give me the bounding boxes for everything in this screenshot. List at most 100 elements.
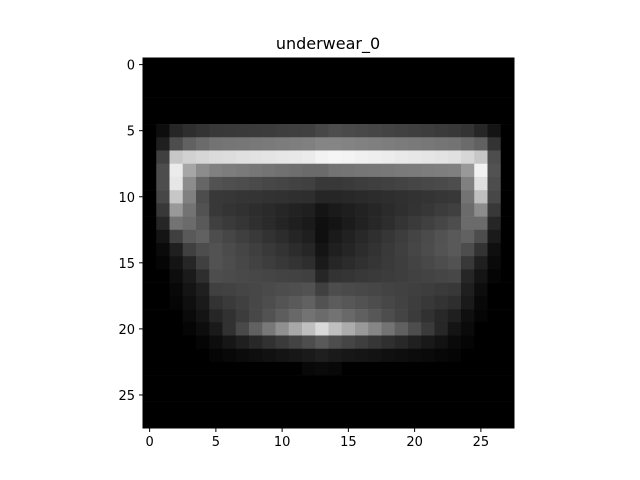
heatmap-cell [289, 309, 303, 323]
heatmap-cell [196, 71, 210, 85]
heatmap-cell [262, 84, 276, 98]
heatmap-cell [501, 177, 515, 191]
heatmap-cell [408, 111, 422, 125]
heatmap-cell [329, 296, 343, 310]
heatmap-cell [329, 283, 343, 297]
heatmap-cell [382, 269, 396, 283]
heatmap-cell [249, 217, 263, 231]
heatmap-cell [170, 124, 184, 138]
heatmap-cell [435, 124, 449, 138]
heatmap-cell [488, 388, 502, 402]
heatmap-cell [355, 375, 369, 389]
heatmap-cell [501, 309, 515, 323]
x-tick-label: 15 [340, 435, 357, 450]
heatmap-cell [461, 164, 475, 178]
heatmap-cell [289, 269, 303, 283]
heatmap-cell [170, 388, 184, 402]
heatmap-cell [435, 203, 449, 217]
heatmap-cell [209, 84, 223, 98]
heatmap-cell [223, 349, 237, 363]
heatmap-cell [501, 137, 515, 151]
heatmap-cell [276, 84, 290, 98]
heatmap-cell [209, 58, 223, 72]
heatmap-cell [249, 164, 263, 178]
heatmap-cell [435, 322, 449, 336]
heatmap-cell [276, 137, 290, 151]
heatmap-cell [474, 349, 488, 363]
heatmap-cell [488, 111, 502, 125]
heatmap-cell [289, 164, 303, 178]
heatmap-cell [435, 137, 449, 151]
heatmap-cell [461, 388, 475, 402]
heatmap-cell [289, 349, 303, 363]
heatmap-cell [382, 243, 396, 257]
heatmap-cell [382, 190, 396, 204]
heatmap-cell [488, 98, 502, 112]
heatmap-cell [156, 111, 170, 125]
heatmap-cell [183, 283, 197, 297]
heatmap-cell [461, 269, 475, 283]
heatmap-cell [315, 375, 329, 389]
heatmap-cell [315, 336, 329, 350]
heatmap-cell [461, 230, 475, 244]
heatmap-cell [329, 177, 343, 191]
heatmap-cell [461, 243, 475, 257]
heatmap-cell [368, 283, 382, 297]
heatmap-cell [196, 283, 210, 297]
heatmap-cell [461, 256, 475, 270]
heatmap-cell [223, 256, 237, 270]
heatmap-cell [474, 402, 488, 416]
heatmap-cell [302, 98, 316, 112]
heatmap-cell [368, 375, 382, 389]
heatmap-cell [236, 177, 250, 191]
heatmap-cell [488, 203, 502, 217]
heatmap-cell [143, 137, 157, 151]
heatmap-cell [395, 98, 409, 112]
heatmap-cell [368, 190, 382, 204]
heatmap-cell [474, 269, 488, 283]
heatmap-cell [302, 164, 316, 178]
heatmap-cell [501, 243, 515, 257]
heatmap-cell [262, 217, 276, 231]
heatmap-cell [143, 322, 157, 336]
heatmap-cell [170, 256, 184, 270]
heatmap-cell [302, 415, 316, 429]
heatmap-cell [421, 217, 435, 231]
heatmap-cell [421, 137, 435, 151]
heatmap-cell [421, 296, 435, 310]
heatmap-cell [315, 111, 329, 125]
heatmap-cell [382, 217, 396, 231]
heatmap-cell [329, 269, 343, 283]
heatmap-cell [342, 124, 356, 138]
heatmap-cell [421, 388, 435, 402]
heatmap-cell [488, 137, 502, 151]
heatmap-cell [435, 283, 449, 297]
heatmap-cell [461, 190, 475, 204]
heatmap-cell [302, 336, 316, 350]
heatmap-cell [461, 151, 475, 165]
heatmap-cell [170, 402, 184, 416]
heatmap-cell [448, 190, 462, 204]
heatmap-cell [249, 98, 263, 112]
heatmap-cell [474, 84, 488, 98]
heatmap-cell [156, 71, 170, 85]
heatmap-cell [289, 230, 303, 244]
heatmap-cell [170, 415, 184, 429]
heatmap-cell [183, 71, 197, 85]
heatmap-cell [262, 151, 276, 165]
heatmap-cell [448, 137, 462, 151]
heatmap-cell [408, 296, 422, 310]
heatmap-cell [395, 111, 409, 125]
heatmap-cell [170, 322, 184, 336]
heatmap-cell [209, 230, 223, 244]
heatmap-cell [170, 58, 184, 72]
heatmap-cell [421, 362, 435, 376]
heatmap-cell [289, 177, 303, 191]
heatmap-cell [488, 269, 502, 283]
heatmap-cell [236, 309, 250, 323]
heatmap-cell [236, 283, 250, 297]
heatmap-cell [501, 217, 515, 231]
heatmap-cell [474, 322, 488, 336]
heatmap-cell [289, 217, 303, 231]
heatmap-cell [289, 151, 303, 165]
